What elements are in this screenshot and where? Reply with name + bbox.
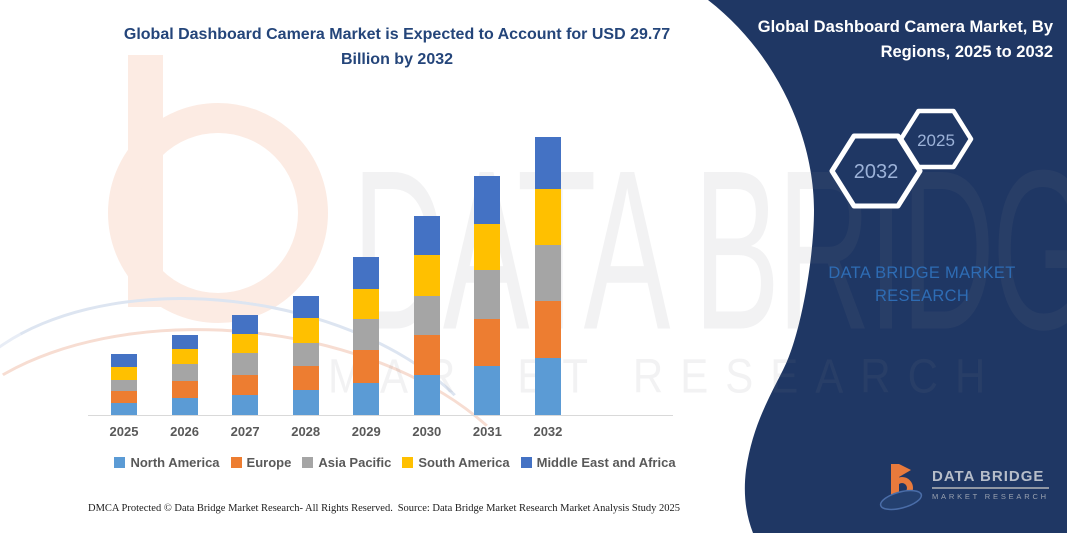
- x-axis-label: 2027: [230, 424, 260, 439]
- panel-brand-line1: DATA BRIDGE MARKET: [828, 264, 1016, 282]
- panel-brand-text: DATA BRIDGE MARKET RESEARCH: [822, 262, 1022, 308]
- bar-2031: [474, 175, 501, 415]
- dbmr-logo-icon: [879, 464, 923, 511]
- dbmr-logo-text: DATA BRIDGE MARKET RESEARCH: [932, 460, 1049, 501]
- bar-segment-europe: [171, 381, 198, 399]
- bar-segment-asia-pacific: [474, 270, 501, 319]
- bar-chart-plot-area: [111, 137, 561, 415]
- year-hexagons: 2025 2032: [829, 108, 974, 209]
- legend-item-europe: Europe: [230, 455, 292, 470]
- panel-title-line2: Regions, 2025 to 2032: [880, 43, 1053, 61]
- bar-segment-asia-pacific: [232, 352, 259, 375]
- watermark-brand-text: DATA BRIDGE: [352, 122, 1067, 378]
- bar-segment-south-america: [474, 223, 501, 271]
- bar-segment-north-america: [232, 394, 259, 415]
- legend-swatch-north-america: [114, 457, 126, 468]
- bar-segment-asia-pacific: [292, 343, 319, 366]
- bar-2027: [232, 315, 259, 415]
- dbmr-logo-sub: MARKET RESEARCH: [932, 492, 1049, 501]
- hexagon-2025-label: 2025: [917, 131, 955, 150]
- bar-segment-south-america: [171, 348, 198, 364]
- x-axis-label: 2028: [291, 424, 321, 439]
- bar-2028: [292, 295, 319, 415]
- bar-segment-asia-pacific: [353, 318, 380, 350]
- legend-label: North America: [130, 455, 220, 470]
- bar-segment-south-america: [413, 255, 440, 297]
- bar-segment-europe: [232, 374, 259, 395]
- x-axis-label: 2026: [170, 424, 200, 439]
- bar-2030: [413, 216, 440, 415]
- bar-segment-north-america: [111, 402, 137, 415]
- panel-title: Global Dashboard Camera Market, By Regio…: [735, 15, 1053, 65]
- chart-title-line2: Billion by 2032: [340, 51, 454, 68]
- bar-segment-middle-east-and-africa: [111, 354, 137, 367]
- bar-segment-south-america: [534, 189, 561, 245]
- legend-item-middle-east-and-africa: Middle East and Africa: [520, 455, 676, 470]
- footer: DMCA Protected © Data Bridge Market Rese…: [88, 503, 680, 514]
- legend-label: Middle East and Africa: [536, 455, 676, 470]
- bar-2025: [111, 354, 137, 415]
- bar-segment-europe: [534, 301, 561, 358]
- panel-title-line1: Global Dashboard Camera Market, By: [757, 18, 1053, 36]
- dmca-note: DMCA Protected © Data Bridge Market Rese…: [88, 503, 393, 514]
- legend-label: Europe: [246, 455, 292, 470]
- bar-segment-north-america: [474, 366, 501, 415]
- legend-label: Asia Pacific: [318, 455, 392, 470]
- bar-segment-north-america: [171, 398, 198, 415]
- chart-title: Global Dashboard Camera Market is Expect…: [67, 22, 727, 72]
- x-axis-label: 2031: [472, 424, 502, 439]
- legend-swatch-asia-pacific: [302, 457, 314, 468]
- bar-segment-south-america: [353, 288, 380, 319]
- bar-segment-asia-pacific: [111, 379, 137, 391]
- legend-item-north-america: North America: [114, 455, 220, 470]
- chart-title-line1: Global Dashboard Camera Market is Expect…: [123, 26, 671, 43]
- legend-item-south-america: South America: [402, 455, 510, 470]
- hexagon-2032-label: 2032: [854, 161, 899, 183]
- bar-segment-middle-east-and-africa: [474, 175, 501, 224]
- dbmr-logo-name: DATA BRIDGE: [932, 468, 1049, 489]
- bar-segment-asia-pacific: [171, 363, 198, 382]
- chart-legend: North America Europe Asia Pacific South Ame…: [90, 455, 700, 470]
- bar-segment-asia-pacific: [534, 245, 561, 301]
- bar-2032: [534, 137, 561, 415]
- dbmr-logo: DATA BRIDGE MARKET RESEARCH: [878, 460, 1049, 512]
- legend-swatch-europe: [230, 457, 242, 468]
- legend-swatch-south-america: [402, 457, 414, 468]
- bar-segment-middle-east-and-africa: [232, 315, 259, 334]
- x-axis-label: 2032: [533, 424, 563, 439]
- bar-segment-middle-east-and-africa: [353, 257, 380, 289]
- bar-segment-europe: [111, 390, 137, 403]
- x-axis-line: [88, 415, 673, 416]
- bar-2026: [171, 334, 198, 415]
- x-axis-labels: 2025 2026 2027 2028 2029 2030 2031 2032: [94, 424, 578, 439]
- source-note: Source: Data Bridge Market Research Mark…: [397, 503, 680, 514]
- legend-item-asia-pacific: Asia Pacific: [302, 455, 391, 470]
- bar-segment-south-america: [232, 333, 259, 353]
- bar-segment-middle-east-and-africa: [292, 295, 319, 318]
- bar-segment-middle-east-and-africa: [413, 216, 440, 256]
- bar-segment-middle-east-and-africa: [171, 334, 198, 349]
- bar-segment-north-america: [292, 389, 319, 415]
- legend-label: South America: [418, 455, 510, 470]
- panel-brand-line2: RESEARCH: [874, 287, 970, 305]
- x-axis-label: 2025: [109, 424, 139, 439]
- bar-segment-europe: [474, 318, 501, 367]
- legend-swatch-middle-east-and-africa: [520, 457, 532, 468]
- bar-segment-north-america: [413, 374, 440, 415]
- bar-2029: [353, 257, 380, 415]
- bar-segment-north-america: [353, 383, 380, 415]
- bar-segment-asia-pacific: [413, 296, 440, 335]
- bar-segment-north-america: [534, 358, 561, 415]
- bar-segment-south-america: [292, 317, 319, 344]
- bar-segment-europe: [413, 334, 440, 375]
- x-axis-label: 2029: [351, 424, 381, 439]
- bar-segment-south-america: [111, 366, 137, 380]
- bar-segment-europe: [292, 365, 319, 390]
- x-axis-label: 2030: [412, 424, 442, 439]
- hexagon-2032: [829, 133, 923, 209]
- bar-segment-middle-east-and-africa: [534, 137, 561, 189]
- bar-segment-europe: [353, 349, 380, 384]
